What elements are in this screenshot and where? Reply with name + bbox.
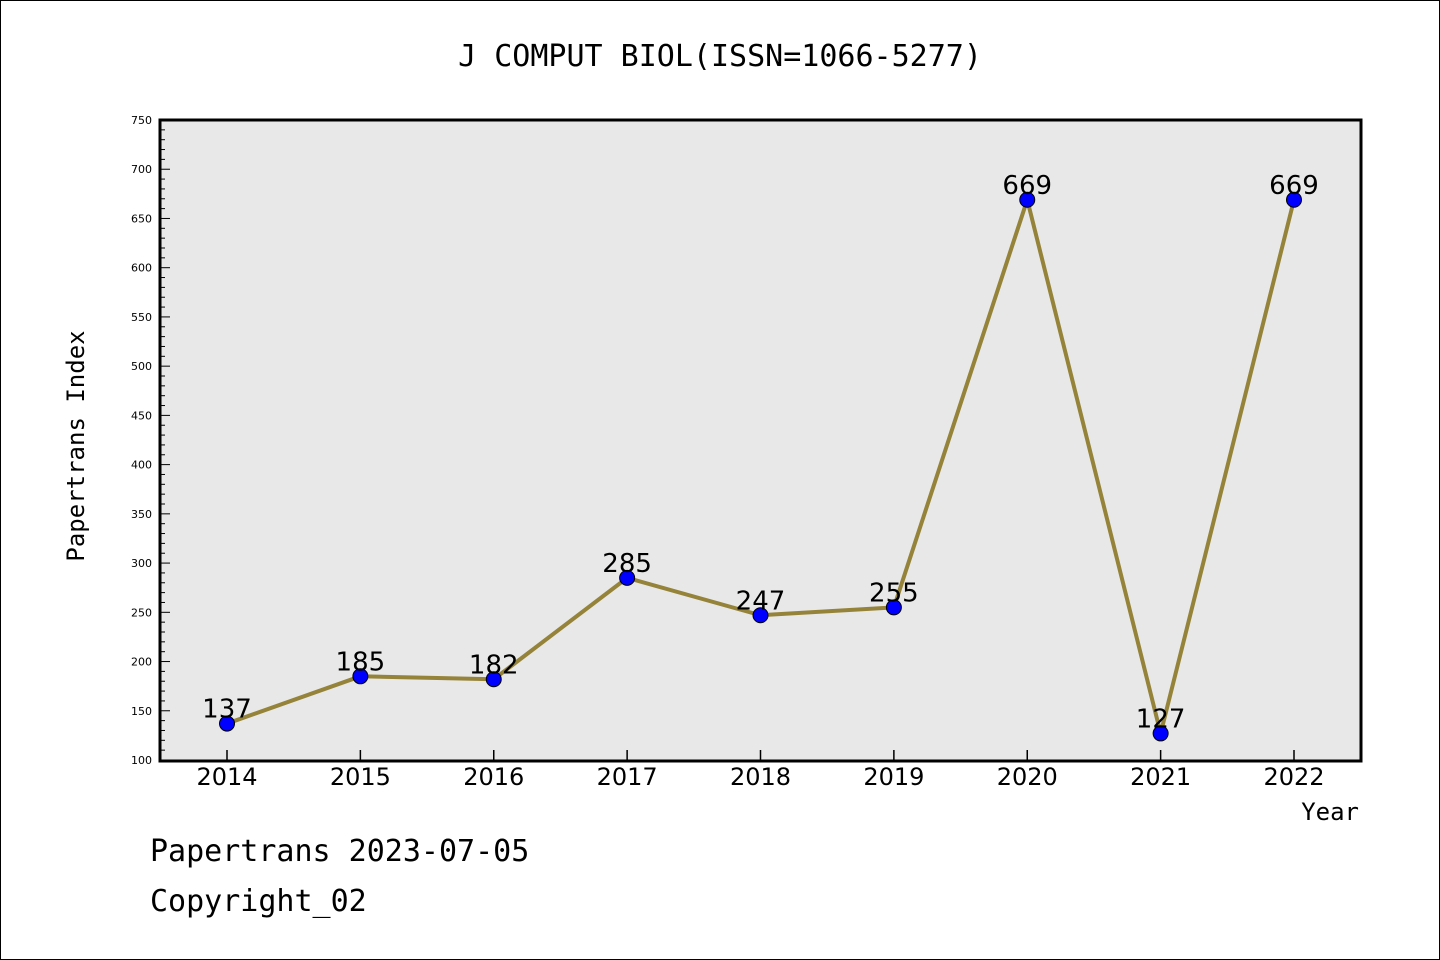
y-tick-label: 500 <box>131 360 152 373</box>
y-axis: 100 150 200 250 300 350 400 450 500 550 600 650 700 7… <box>131 114 170 767</box>
y-tick-label: 550 <box>131 311 152 324</box>
data-label: 285 <box>602 549 652 579</box>
data-label: 185 <box>336 647 386 677</box>
data-point <box>885 599 902 616</box>
x-tick-label: 2019 <box>863 763 924 791</box>
x-tick-label: 2016 <box>463 763 524 791</box>
y-tick-label: 750 <box>131 114 152 127</box>
data-point <box>1286 191 1302 208</box>
y-tick-label: 150 <box>131 705 152 718</box>
x-tick-label: 2020 <box>997 763 1058 791</box>
data-point <box>219 715 235 732</box>
y-tick-label: 200 <box>131 656 152 669</box>
data-label: 669 <box>1269 171 1319 201</box>
data-label: 247 <box>736 586 786 616</box>
y-tick-label: 450 <box>131 409 152 422</box>
x-tick-label: 2022 <box>1263 763 1324 791</box>
y-tick-label: 600 <box>131 262 152 275</box>
data-label: 255 <box>869 578 919 608</box>
data-point <box>619 569 636 586</box>
footer-copyright: Copyright_02 <box>150 884 367 919</box>
series-layer <box>219 191 1302 742</box>
x-tick-label: 2015 <box>330 763 391 791</box>
data-label: 182 <box>469 650 519 680</box>
data-point <box>1019 191 1036 208</box>
y-tick-label: 400 <box>131 459 152 472</box>
x-tick-label: 2021 <box>1130 763 1191 791</box>
chart-title: J COMPUT BIOL(ISSN=1066-5277) <box>458 39 982 74</box>
y-tick-label: 250 <box>131 606 152 619</box>
x-axis-title: Year <box>1301 798 1359 826</box>
y-axis-title: Papertrans Index <box>62 330 90 561</box>
y-tick-label: 350 <box>131 508 152 521</box>
x-tick-label: 2018 <box>730 763 791 791</box>
data-label: 137 <box>202 695 252 725</box>
footer-date: Papertrans 2023-07-05 <box>150 834 530 869</box>
data-point <box>352 668 369 685</box>
data-labels: 137 185 182 285 247 255 669 127 669 <box>202 171 1319 735</box>
y-tick-label: 700 <box>131 163 152 176</box>
x-tick-label: 2017 <box>597 763 658 791</box>
x-axis: 2014 2015 2016 2017 2018 2019 2020 2021 2022 <box>196 750 1325 791</box>
data-point <box>1152 725 1169 742</box>
plot-area <box>158 118 1363 763</box>
y-tick-label: 300 <box>131 557 152 570</box>
y-tick-label: 650 <box>131 212 152 225</box>
data-point <box>752 607 769 624</box>
x-tick-label: 2014 <box>196 763 257 791</box>
data-label: 127 <box>1136 704 1186 734</box>
y-tick-label: 100 <box>131 754 152 767</box>
data-point <box>485 671 502 688</box>
data-label: 669 <box>1002 171 1052 201</box>
